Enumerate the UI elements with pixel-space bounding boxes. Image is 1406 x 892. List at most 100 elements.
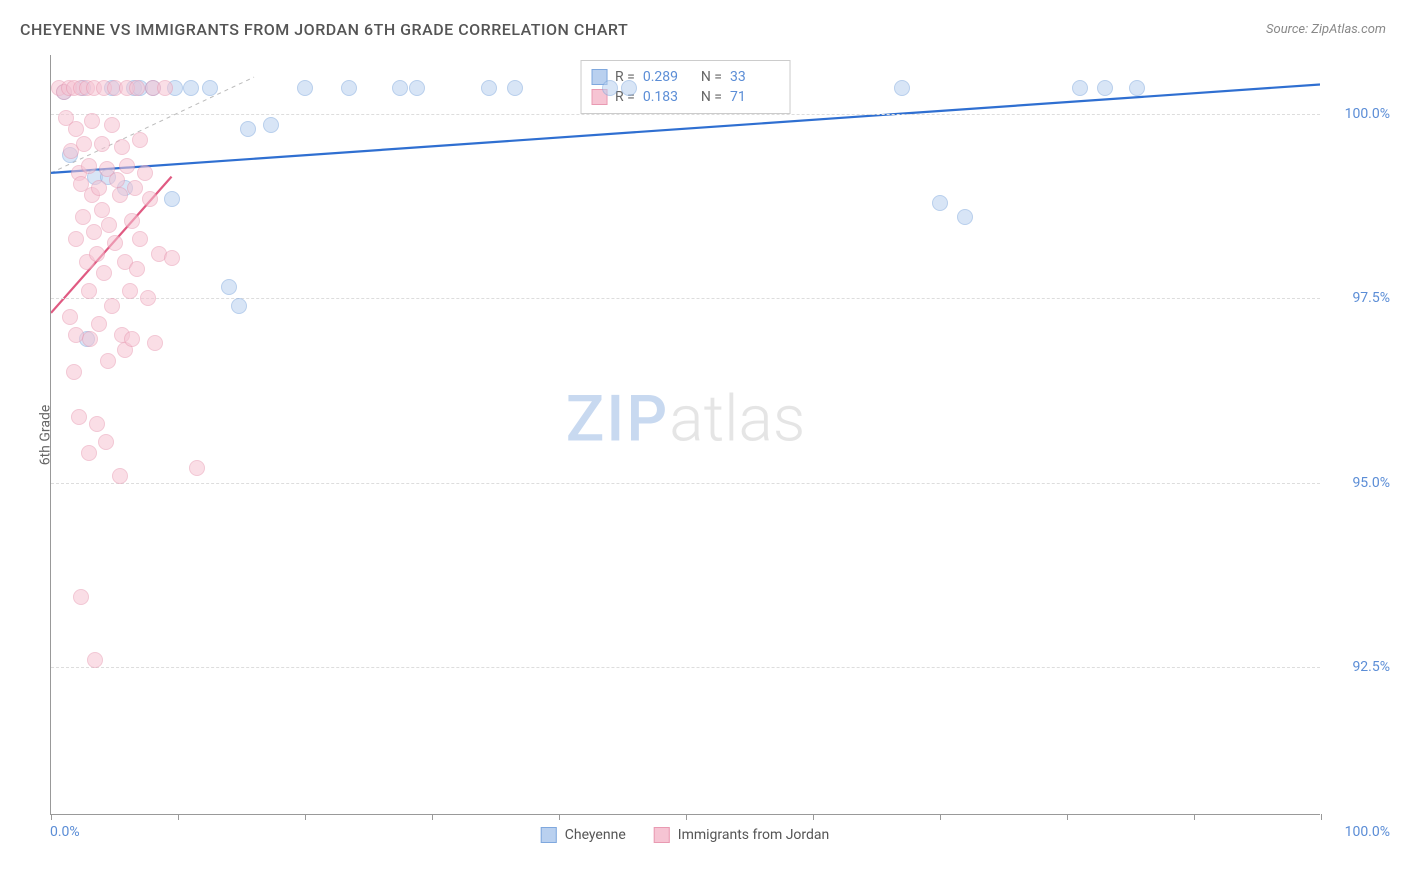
data-point (112, 468, 128, 484)
legend-item: Cheyenne (541, 827, 626, 843)
x-tick (1194, 814, 1195, 820)
y-tick-label: 92.5% (1352, 659, 1390, 675)
data-point (104, 298, 120, 314)
data-point (91, 316, 107, 332)
x-tick (1067, 814, 1068, 820)
trend-lines (51, 55, 1320, 814)
data-point (263, 117, 279, 133)
data-point (109, 172, 125, 188)
data-point (127, 180, 143, 196)
legend-item: Immigrants from Jordan (654, 827, 830, 843)
data-point (75, 209, 91, 225)
data-point (107, 235, 123, 251)
data-point (602, 80, 618, 96)
plot-area: ZIPatlas R =0.289N =33R =0.183N =71 100.… (50, 55, 1320, 815)
data-point (341, 80, 357, 96)
data-point (91, 180, 107, 196)
data-point (114, 139, 130, 155)
x-tick (1321, 814, 1322, 820)
data-point (894, 80, 910, 96)
data-point (1072, 80, 1088, 96)
gridline-h (51, 667, 1320, 668)
watermark: ZIPatlas (566, 382, 806, 457)
data-point (73, 589, 89, 605)
data-point (240, 121, 256, 137)
legend-label: Immigrants from Jordan (678, 827, 830, 843)
data-point (87, 652, 103, 668)
data-point (140, 290, 156, 306)
data-point (183, 80, 199, 96)
watermark-zip: ZIP (566, 382, 670, 457)
x-tick (432, 814, 433, 820)
data-point (297, 80, 313, 96)
data-point (89, 246, 105, 262)
data-point (71, 409, 87, 425)
data-point (132, 231, 148, 247)
chart-title: CHEYENNE VS IMMIGRANTS FROM JORDAN 6TH G… (20, 20, 628, 39)
data-point (132, 132, 148, 148)
data-point (82, 331, 98, 347)
y-tick-label: 95.0% (1352, 475, 1390, 491)
data-point (164, 250, 180, 266)
legend: Cheyenne Immigrants from Jordan (541, 827, 830, 843)
x-tick (686, 814, 687, 820)
data-point (507, 80, 523, 96)
data-point (122, 283, 138, 299)
data-point (68, 121, 84, 137)
y-tick-label: 97.5% (1352, 290, 1390, 306)
stat-n-label: N = (701, 89, 722, 105)
data-point (94, 202, 110, 218)
data-point (81, 158, 97, 174)
data-point (96, 265, 112, 281)
legend-swatch (541, 827, 557, 843)
gridline-h (51, 114, 1320, 115)
data-point (481, 80, 497, 96)
data-point (202, 80, 218, 96)
legend-swatch (654, 827, 670, 843)
data-point (124, 213, 140, 229)
stats-row: R =0.183N =71 (591, 87, 780, 107)
stat-r-value: 0.183 (643, 89, 693, 105)
data-point (100, 353, 116, 369)
data-point (957, 209, 973, 225)
stat-n-value: 33 (730, 69, 780, 85)
data-point (231, 298, 247, 314)
x-tick (813, 814, 814, 820)
data-point (189, 460, 205, 476)
data-point (1097, 80, 1113, 96)
stat-n-label: N = (701, 69, 722, 85)
x-tick (51, 814, 52, 820)
data-point (932, 195, 948, 211)
data-point (84, 113, 100, 129)
data-point (129, 261, 145, 277)
x-tick (940, 814, 941, 820)
data-point (124, 331, 140, 347)
data-point (112, 187, 128, 203)
data-point (142, 191, 158, 207)
stat-r-value: 0.289 (643, 69, 693, 85)
gridline-h (51, 483, 1320, 484)
legend-label: Cheyenne (565, 827, 626, 843)
data-point (157, 80, 173, 96)
data-point (119, 158, 135, 174)
data-point (221, 279, 237, 295)
data-point (621, 80, 637, 96)
data-point (1129, 80, 1145, 96)
stat-n-value: 71 (730, 89, 780, 105)
data-point (98, 434, 114, 450)
data-point (66, 364, 82, 380)
data-point (137, 165, 153, 181)
data-point (81, 283, 97, 299)
data-point (147, 335, 163, 351)
chart-container: 6th Grade ZIPatlas R =0.289N =33R =0.183… (50, 55, 1320, 815)
stats-row: R =0.289N =33 (591, 67, 780, 87)
watermark-atlas: atlas (669, 382, 805, 457)
x-tick (178, 814, 179, 820)
x-axis-max-label: 100.0% (1345, 824, 1390, 840)
data-point (104, 117, 120, 133)
data-point (76, 136, 92, 152)
x-tick (305, 814, 306, 820)
x-axis-min-label: 0.0% (50, 824, 80, 840)
data-point (68, 231, 84, 247)
data-point (94, 136, 110, 152)
